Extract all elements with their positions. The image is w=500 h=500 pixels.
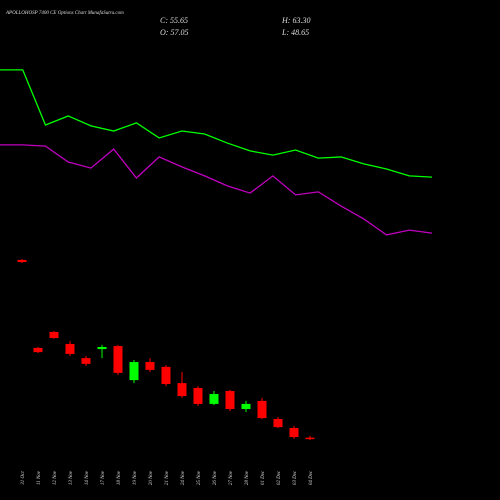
candle-body [225, 390, 235, 410]
x-tick-label: 27 Nov [229, 470, 234, 485]
candle-body [209, 393, 219, 404]
x-tick-label: 21 Nov [165, 470, 170, 485]
ohlc-open: O: 57.05 [160, 28, 188, 37]
chart-title: APOLLOHOSP 7400 CE Options Chart MunafaS… [5, 11, 124, 16]
candle-body [81, 358, 91, 364]
x-tick-label: 02 Dec [277, 470, 282, 485]
x-tick-label: 24 Nov [181, 470, 186, 485]
candle-body [17, 259, 27, 263]
x-tick-label: 14 Nov [85, 470, 90, 485]
candle-body [289, 428, 299, 438]
x-tick-label: 11 Nov [37, 470, 42, 485]
line-series [0, 69, 433, 178]
ohlc-close: C: 55.65 [160, 16, 188, 25]
x-tick-label: 18 Nov [117, 470, 122, 485]
x-tick-label: 26 Nov [213, 470, 218, 485]
x-tick-label: 20 Nov [149, 470, 154, 485]
candle-body [193, 387, 203, 404]
candle-body [273, 418, 283, 428]
candle-body [241, 403, 251, 410]
x-tick-label: 04 Dec [309, 470, 314, 485]
candle-body [129, 362, 139, 381]
x-tick-label: 03 Dec [293, 470, 298, 485]
x-tick-label: 17 Nov [101, 470, 106, 485]
candle-body [305, 437, 315, 440]
candle-body [65, 343, 75, 354]
x-tick-label: 01 Dec [261, 470, 266, 485]
x-tick-label: 25 Nov [197, 470, 202, 485]
candle-body [33, 347, 43, 353]
x-tick-label: 13 Nov [69, 470, 74, 485]
x-tick-label: 31 Oct [21, 471, 26, 485]
x-tick-label: 19 Nov [133, 470, 138, 485]
candle-body [257, 400, 267, 419]
x-tick-label: 12 Nov [53, 470, 58, 485]
candle-body [145, 362, 155, 370]
x-tick-label: 28 Nov [245, 470, 250, 485]
candle-body [49, 331, 59, 338]
ohlc-low: L: 48.65 [281, 28, 309, 37]
candle-body [113, 346, 123, 373]
candle-body [97, 346, 107, 350]
candle-body [161, 366, 171, 385]
line-series [0, 144, 433, 236]
ohlc-high: H: 63.30 [281, 16, 310, 25]
candle-body [177, 383, 187, 397]
